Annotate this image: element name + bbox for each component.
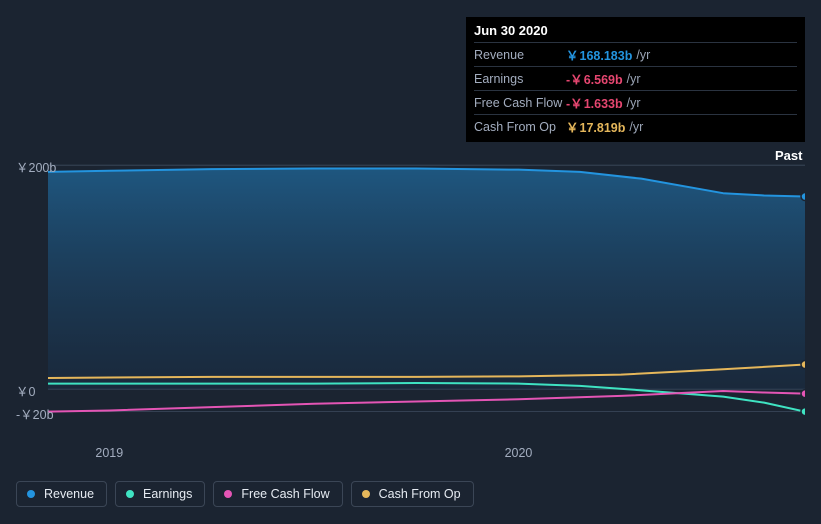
x-axis-label: 2020 — [505, 446, 533, 460]
legend-label: Earnings — [143, 487, 192, 501]
tooltip-row-suffix: /yr — [636, 48, 650, 62]
legend-label: Revenue — [44, 487, 94, 501]
legend-item[interactable]: Revenue — [16, 481, 107, 507]
legend-dot-icon — [126, 490, 134, 498]
legend-item[interactable]: Cash From Op — [351, 481, 474, 507]
tooltip-row-label: Earnings — [474, 72, 566, 86]
legend-item[interactable]: Free Cash Flow — [213, 481, 342, 507]
tooltip-row-label: Revenue — [474, 48, 566, 62]
legend-label: Cash From Op — [379, 487, 461, 501]
tooltip-row: Earnings-￥6.569b/yr — [474, 66, 797, 90]
tooltip-row-value: -￥6.569b — [566, 69, 623, 88]
legend-item[interactable]: Earnings — [115, 481, 205, 507]
legend: Revenue Earnings Free Cash Flow Cash From O… — [16, 481, 474, 507]
y-axis-label: ￥0 — [16, 381, 35, 400]
tooltip-row-suffix: /yr — [627, 72, 641, 86]
legend-dot-icon — [362, 490, 370, 498]
y-axis-label: ￥200b — [16, 157, 56, 176]
y-axis-label: -￥20b — [16, 404, 54, 423]
tooltip-row-label: Free Cash Flow — [474, 96, 566, 110]
x-axis-label: 2019 — [95, 446, 123, 460]
tooltip-row: Revenue￥168.183b/yr — [474, 42, 797, 66]
chart-container: Past ￥200b￥0-￥20b20192020 — [16, 118, 805, 478]
tooltip-title: Jun 30 2020 — [474, 23, 797, 42]
legend-dot-icon — [27, 490, 35, 498]
chart-plot[interactable] — [48, 154, 805, 434]
tooltip-row-value: ￥168.183b — [566, 45, 632, 64]
tooltip-row-suffix: /yr — [627, 96, 641, 110]
tooltip-row: Free Cash Flow-￥1.633b/yr — [474, 90, 797, 114]
legend-dot-icon — [224, 490, 232, 498]
tooltip-row-value: -￥1.633b — [566, 93, 623, 112]
legend-label: Free Cash Flow — [241, 487, 329, 501]
